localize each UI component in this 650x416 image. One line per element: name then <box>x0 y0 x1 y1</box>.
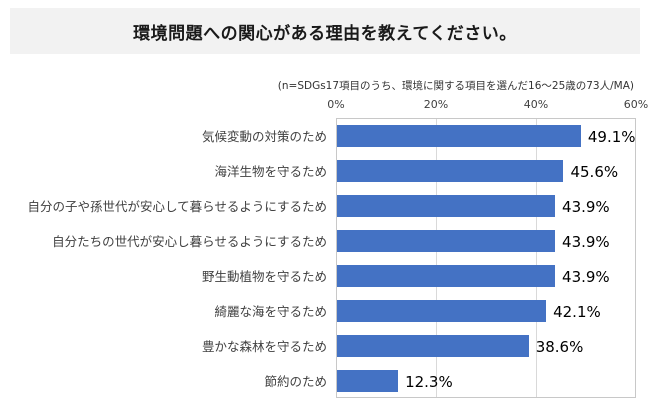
bar-value-label: 42.1% <box>553 302 601 321</box>
bar-row: 43.9% <box>337 224 635 259</box>
bar-value-label: 38.6% <box>535 337 584 356</box>
bar <box>337 125 581 147</box>
bar <box>337 265 556 287</box>
gridline <box>436 119 438 397</box>
chart-subtitle: (n=SDGs17項目のうち、環境に関する項目を選んだ16〜25歳の73人/MA… <box>277 80 634 92</box>
category-label: 野生動植物を守るため <box>201 269 327 284</box>
bar <box>337 195 556 217</box>
gridline <box>535 119 537 397</box>
bar-value-label: 45.6% <box>570 162 619 181</box>
category-label: 自分たちの世代が安心し暮らせるようにするため <box>52 234 327 249</box>
chart-title: 環境問題への関心がある理由を教えてください。 <box>133 23 517 44</box>
category-label: 節約のため <box>264 374 327 389</box>
category-label: 気候変動の対策のため <box>201 129 327 144</box>
x-axis-ticks: 0% 20% 40% 60% <box>327 98 648 118</box>
bar-chart: 気候変動の対策のため海洋生物を守るため自分の子や孫世代が安心して暮らせるようにす… <box>6 98 648 408</box>
plot-column: 0% 20% 40% 60% 49.1% 45.6% 43.9% 43.9% 43.9% 42.… <box>327 98 648 408</box>
category-label: 豊かな森林を守るため <box>201 339 327 354</box>
chart-title-banner: 環境問題への関心がある理由を教えてください。 <box>10 8 640 54</box>
x-axis-tick-label: 60% <box>623 98 649 111</box>
category-label: 海洋生物を守るため <box>214 164 327 179</box>
bar <box>337 370 399 392</box>
bar-row: 45.6% <box>337 154 635 189</box>
bar-row: 43.9% <box>337 189 635 224</box>
bar <box>337 230 556 252</box>
category-label: 自分の子や孫世代が安心して暮らせるようにするため <box>27 199 327 214</box>
bar-row: 43.9% <box>337 259 635 294</box>
bar-row: 42.1% <box>337 294 635 329</box>
bar-value-label: 49.1% <box>587 127 636 146</box>
category-label: 綺麗な海を守るため <box>214 304 327 319</box>
bar <box>337 300 547 322</box>
x-axis-tick-label: 40% <box>523 98 549 111</box>
plot-area: 49.1% 45.6% 43.9% 43.9% 43.9% 42.1% 38.6% 12.3% <box>336 118 636 398</box>
x-axis-tick-label: 20% <box>423 98 449 111</box>
bar-row: 12.3% <box>337 364 635 399</box>
bar-value-label: 43.9% <box>562 197 610 216</box>
bar-value-label: 43.9% <box>562 232 610 251</box>
bar-value-label: 12.3% <box>405 372 453 391</box>
bar <box>337 335 529 357</box>
bar-row: 49.1% <box>337 119 636 154</box>
category-labels: 気候変動の対策のため海洋生物を守るため自分の子や孫世代が安心して暮らせるようにす… <box>6 98 336 408</box>
bar <box>337 160 564 182</box>
bar-row: 38.6% <box>337 329 635 364</box>
bar-value-label: 43.9% <box>562 267 610 286</box>
x-axis-tick-label: 0% <box>327 98 345 111</box>
